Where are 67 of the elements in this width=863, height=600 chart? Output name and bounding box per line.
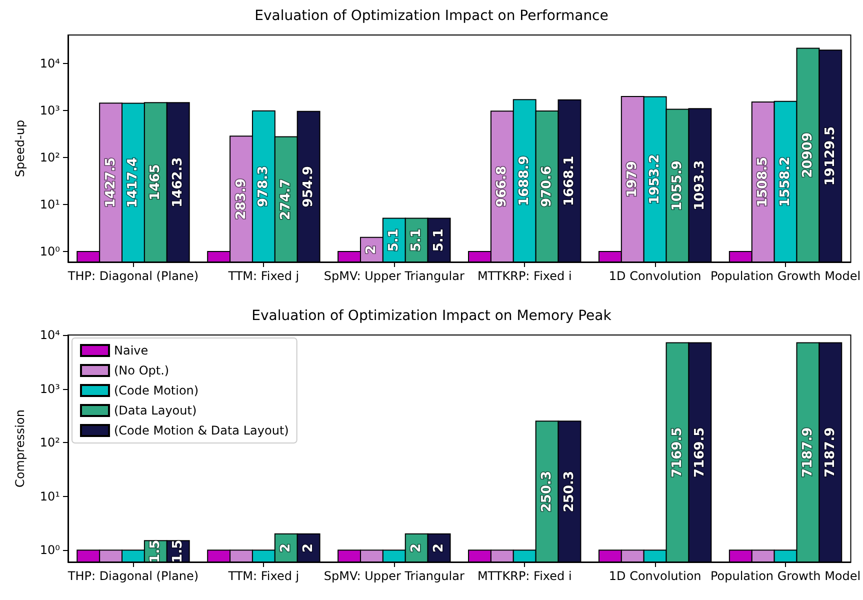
data-label: 1093.3: [692, 160, 708, 210]
legend-label: (Data Layout): [114, 404, 197, 418]
y-tick-label: 10¹: [40, 198, 60, 212]
y-tick-label: 10⁴: [40, 56, 60, 70]
data-label: 1055.9: [670, 160, 686, 211]
data-label: 1427.5: [103, 157, 118, 208]
x-tick-label: MTTKRP: Fixed i: [477, 569, 572, 583]
chart-title: Evaluation of Optimization Impact on Memory Peak: [252, 308, 612, 324]
data-label: 1465: [148, 164, 164, 200]
data-label: 20909: [800, 132, 816, 178]
data-label: 7187.9: [800, 427, 816, 478]
data-label: 1979: [625, 161, 640, 198]
data-label: 2: [301, 543, 316, 552]
y-axis-title: Compression: [13, 410, 27, 488]
data-label: 7187.9: [822, 427, 838, 478]
x-tick-label: SpMV: Upper Triangular: [324, 269, 464, 283]
data-label: 1.5: [148, 540, 164, 563]
data-label: 7169.5: [692, 427, 708, 478]
x-tick-label: TTM: Fixed j: [227, 269, 300, 283]
x-tick-label: 1D Convolution: [608, 269, 702, 283]
y-tick-label: 10²: [40, 150, 60, 164]
data-label: 250.3: [540, 470, 555, 512]
data-label: 966.8: [494, 166, 510, 208]
data-label: 1417.4: [126, 158, 141, 208]
data-label: 283.9: [234, 178, 249, 220]
data-label: 2: [278, 543, 294, 552]
x-tick-label: Population Growth Model: [710, 269, 861, 283]
data-label: 2: [364, 245, 380, 254]
data-label: 978.3: [256, 166, 272, 207]
data-label: 1.5: [170, 540, 186, 563]
data-label: 250.3: [562, 470, 577, 512]
y-axis-title: Speed-up: [13, 120, 27, 178]
chart-title: Evaluation of Optimization Impact on Performance: [254, 8, 608, 24]
x-tick-label: THP: Diagonal (Plane): [66, 269, 199, 283]
data-label: 954.9: [301, 166, 316, 208]
legend-label: (Code Motion & Data Layout): [114, 424, 289, 438]
data-label: 7169.5: [670, 427, 686, 478]
data-label: 1462.3: [170, 157, 186, 208]
data-label: 1508.5: [756, 156, 771, 208]
y-tick-label: 10³: [40, 103, 60, 118]
data-label: 2: [409, 543, 424, 552]
data-label: 970.6: [540, 166, 555, 208]
data-label: 5.1: [432, 228, 447, 252]
data-label: 5.1: [409, 228, 424, 252]
y-tick-label: 10⁰: [40, 543, 60, 558]
y-tick-label: 10⁰: [40, 244, 60, 259]
x-tick-label: THP: Diagonal (Plane): [66, 569, 199, 583]
x-tick-label: 1D Convolution: [608, 569, 702, 583]
legend-label: Naive: [114, 344, 148, 358]
legend-label: (Code Motion): [114, 384, 199, 398]
data-label: 19129.5: [822, 126, 838, 186]
data-label: 1558.2: [778, 156, 794, 207]
data-label: 2: [432, 543, 447, 552]
data-label: 1688.9: [517, 156, 532, 206]
y-tick-label: 10³: [40, 382, 60, 396]
x-tick-label: TTM: Fixed j: [227, 569, 300, 583]
legend-label: (No Opt.): [114, 364, 170, 378]
x-tick-label: Population Growth Model: [710, 569, 861, 583]
data-label: 274.7: [278, 178, 294, 220]
y-tick-label: 10⁴: [40, 328, 60, 342]
data-label: 5.1: [386, 228, 402, 252]
x-tick-label: MTTKRP: Fixed i: [477, 269, 572, 283]
y-tick-label: 10²: [40, 436, 60, 450]
y-tick-label: 10¹: [40, 489, 60, 504]
data-label: 1953.2: [648, 154, 663, 204]
data-label: 1668.1: [562, 156, 577, 206]
x-tick-label: SpMV: Upper Triangular: [324, 569, 464, 583]
